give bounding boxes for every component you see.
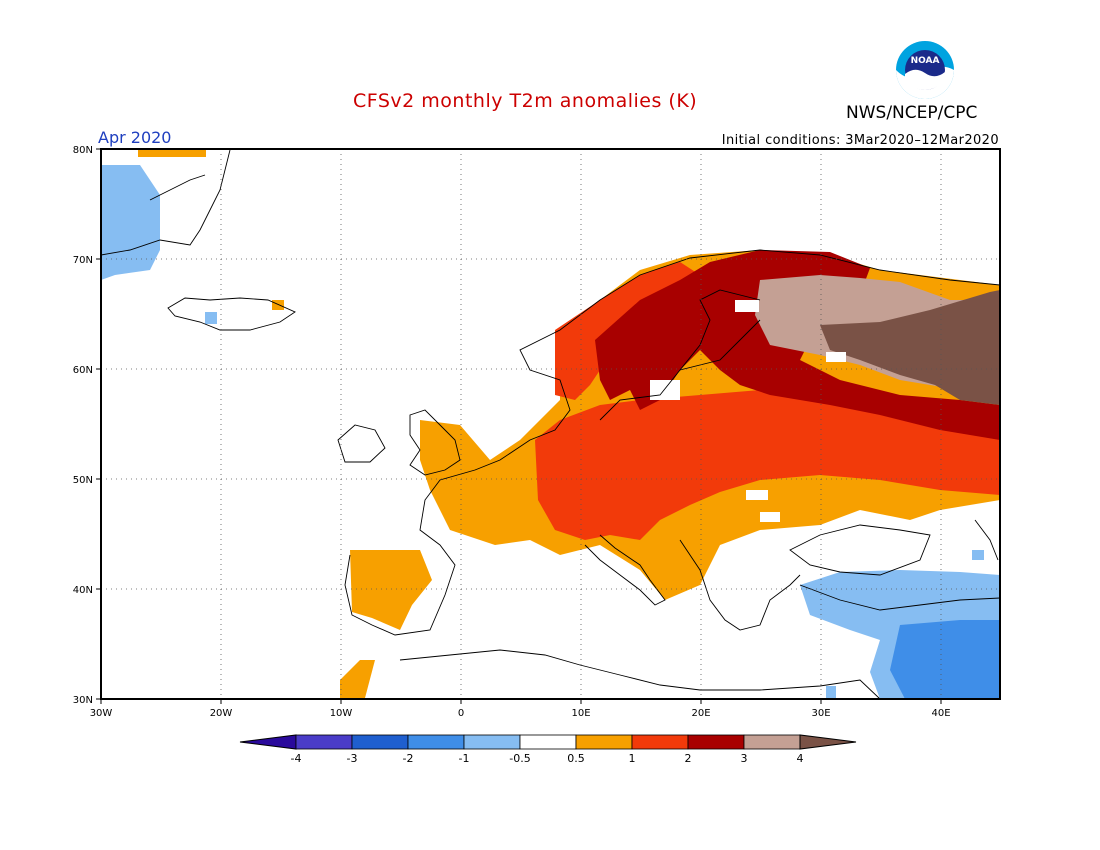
colorbar-swatch [631, 734, 689, 750]
lat-tick-label: 30N [73, 695, 93, 706]
graticule [101, 149, 1000, 699]
colorbar-swatch [239, 734, 297, 750]
colorbar-swatch [575, 734, 633, 750]
lon-tick-label: 30W [90, 708, 113, 719]
lat-tick-label: 40N [73, 585, 93, 596]
lon-tick-label: 10E [571, 708, 590, 719]
noaa-logo: NOAA [896, 41, 954, 99]
colorbar-swatch [799, 734, 857, 750]
lat-tick-label: 60N [73, 365, 93, 376]
lon-tick-label: 30E [811, 708, 830, 719]
lon-tick-label: 20W [210, 708, 233, 719]
lat-tick-label: 70N [73, 255, 93, 266]
colorbar-swatch [743, 734, 801, 750]
lon-tick-label: 20E [691, 708, 710, 719]
colorbar-label: 3 [741, 752, 748, 765]
colorbar-label: 0.5 [567, 752, 585, 765]
lon-tick-label: 40E [931, 708, 950, 719]
organization-label: NWS/NCEP/CPC [846, 103, 978, 123]
forecast-month: Apr 2020 [98, 128, 172, 147]
colorbar-label: 1 [629, 752, 636, 765]
colorbar-label: 2 [685, 752, 692, 765]
colorbar-swatch [351, 734, 409, 750]
colorbar-label: -4 [291, 752, 302, 765]
colorbar-swatch [295, 734, 353, 750]
colorbar-label: -1 [459, 752, 470, 765]
lat-tick-label: 50N [73, 475, 93, 486]
coastlines [101, 149, 1000, 699]
initial-conditions: Initial conditions: 3Mar2020–12Mar2020 [721, 133, 999, 148]
svg-text:NOAA: NOAA [911, 56, 940, 66]
colorbar-label: -2 [403, 752, 414, 765]
colorbar-label: 4 [797, 752, 804, 765]
lat-tick-label: 80N [73, 145, 93, 156]
map-frame [100, 148, 1001, 700]
lon-tick-label: 0 [458, 708, 464, 719]
colorbar-label: -0.5 [509, 752, 530, 765]
colorbar-swatch [463, 734, 521, 750]
anomaly-fill [101, 149, 1000, 699]
chart-title: CFSv2 monthly T2m anomalies (K) [353, 90, 698, 112]
colorbar-swatch [519, 734, 577, 750]
colorbar: -4 -3 -2 -1 -0.5 0.5 1 2 3 4 [239, 734, 857, 765]
colorbar-swatch [407, 734, 465, 750]
colorbar-label: -3 [347, 752, 358, 765]
colorbar-swatch [687, 734, 745, 750]
lon-tick-label: 10W [330, 708, 353, 719]
